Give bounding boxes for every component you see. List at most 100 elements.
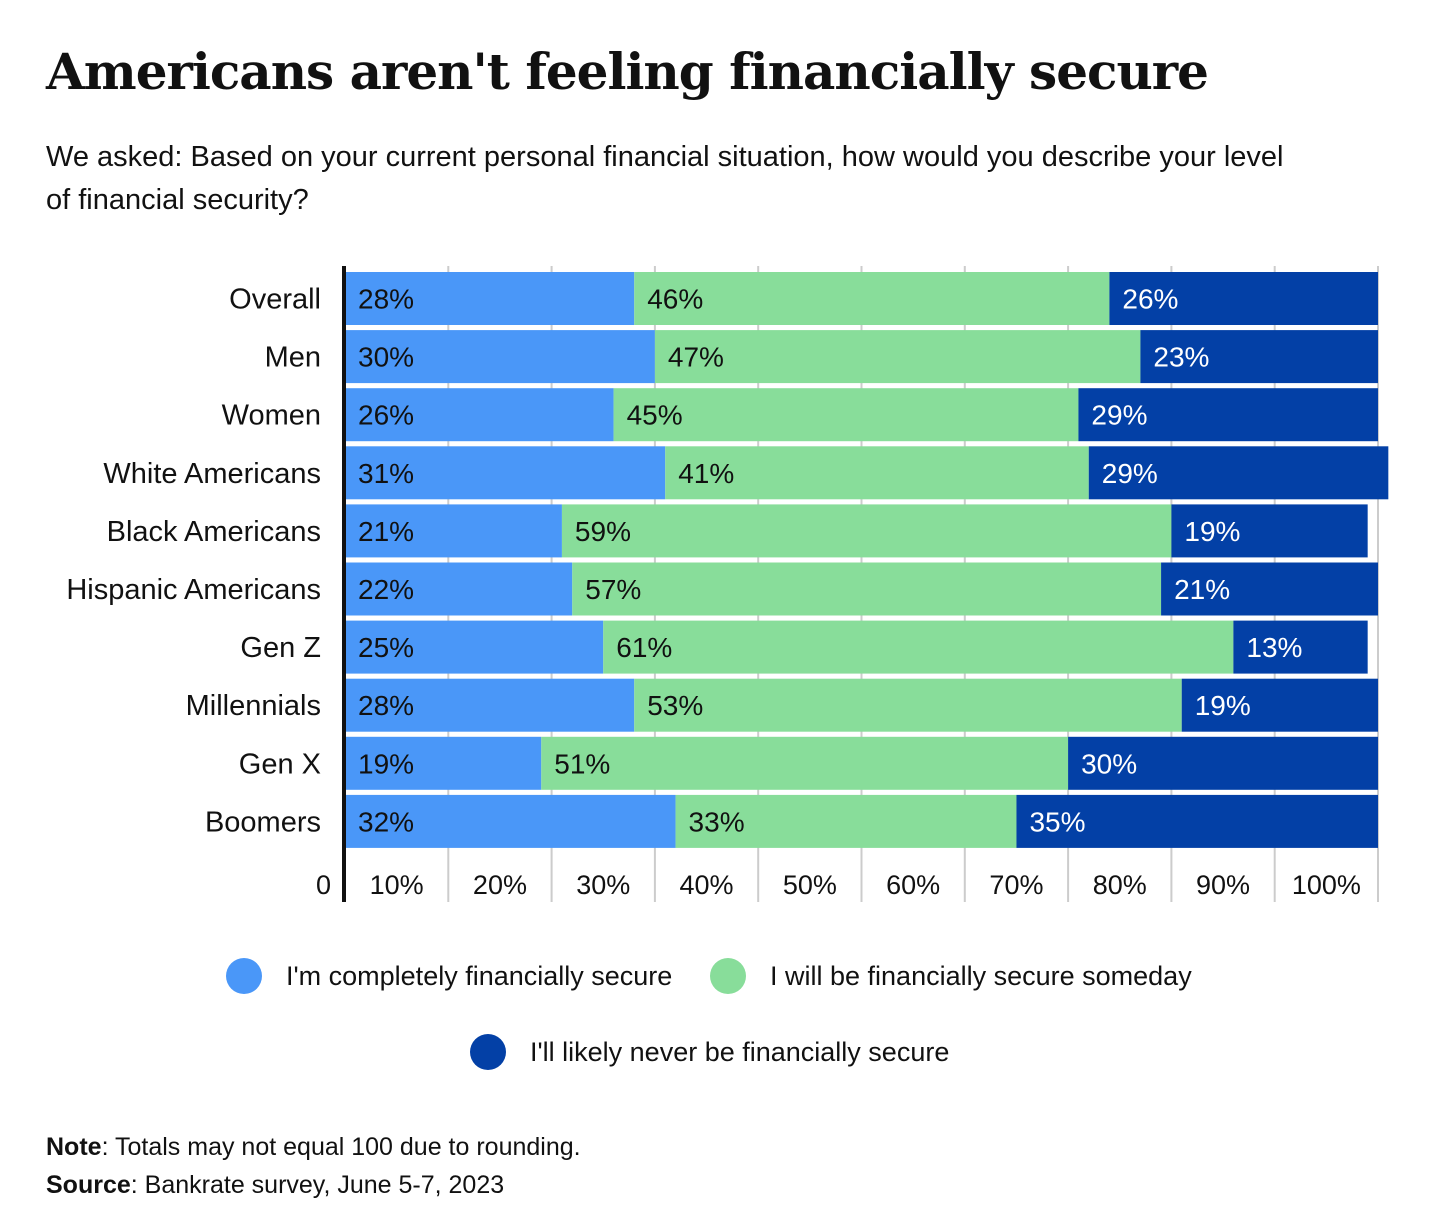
legend-item-completely-secure: I'm completely financially secure [226,958,672,994]
bar-women-someday [613,388,1079,442]
data-label: 47% [668,342,724,373]
data-label: 57% [585,574,641,605]
chart-title: Americans aren't feeling financially sec… [46,42,1209,101]
bar-millennials-someday [634,678,1182,732]
bar-hispanic-americans-someday [572,562,1162,616]
bar-men-someday [654,330,1141,384]
x-tick-label: 70% [989,870,1043,900]
chart-subtitle: We asked: Based on your current personal… [46,141,1284,216]
data-label: 32% [358,806,414,837]
legend-swatch-icon [226,958,262,994]
data-label: 25% [358,632,414,663]
legend-item-someday: I will be financially secure someday [710,958,1192,994]
data-label: 51% [554,748,610,779]
x-tick-label: 10% [370,870,424,900]
data-label: 61% [616,632,672,663]
x-tick-label: 40% [680,870,734,900]
category-label-overall: Overall [229,284,321,316]
data-label: 28% [358,284,414,315]
legend-item-never: I'll likely never be financially secure [470,1034,949,1070]
x-tick-label: 30% [576,870,630,900]
x-tick-label: 50% [783,870,837,900]
data-label: 35% [1029,806,1085,837]
note-text: : Totals may not equal 100 due to roundi… [101,1133,581,1161]
legend-swatch-icon [470,1034,506,1070]
bar-gen-x-completely-secure [345,736,542,790]
data-label: 19% [1195,690,1251,721]
data-label: 30% [358,342,414,373]
bar-labels: 28% 46% 26% 30% 47% 23% 26% 45% 29% 31% 41% 29% 21% 5… [358,284,1302,838]
bar-boomers-never [1016,794,1378,848]
legend-label: I'm completely financially secure [286,960,673,991]
data-label: 31% [358,458,414,489]
bar-gen-z-never [1233,620,1368,674]
data-label: 28% [358,690,414,721]
data-label: 33% [689,806,745,837]
source-label: Source [46,1171,131,1199]
data-label: 53% [647,690,703,721]
bars [345,272,1389,848]
data-label: 29% [1091,400,1147,431]
bar-overall-someday [634,272,1110,325]
x-tick-label: 90% [1196,870,1250,900]
bar-women-completely-secure [345,388,614,442]
x-tick-label: 100% [1292,870,1361,900]
data-label: 26% [1122,284,1178,315]
data-label: 21% [1174,574,1230,605]
category-label-black-americans: Black Americans [107,516,321,548]
category-label-gen-x: Gen X [239,748,321,780]
bar-white-americans-completely-secure [345,446,666,500]
note-label: Note [46,1133,102,1161]
x-tick-label: 80% [1093,870,1147,900]
bar-gen-z-someday [603,620,1234,674]
data-label: 19% [1184,516,1240,547]
bar-hispanic-americans-completely-secure [345,562,573,616]
category-label-boomers: Boomers [205,806,321,838]
legend-label: I will be financially secure someday [770,960,1192,991]
x-tick-label: 20% [473,870,527,900]
x-tick-label: 0 [316,870,331,900]
bar-gen-x-someday [541,736,1069,790]
source-line: Source: Bankrate survey, June 5-7, 2023 [46,1166,581,1204]
data-label: 23% [1153,342,1209,373]
bar-white-americans-someday [665,446,1089,500]
bar-gen-z-completely-secure [345,620,604,674]
stacked-bar-chart: 28% 46% 26% 30% 47% 23% 26% 45% 29% 31% 41% 29% 21% 5… [66,266,1389,902]
bar-men-never [1140,330,1378,384]
bar-black-americans-someday [561,504,1172,558]
bar-women-never [1078,388,1378,442]
data-label: 30% [1081,748,1137,779]
bar-black-americans-completely-secure [345,504,562,558]
bar-boomers-someday [675,794,1017,848]
bar-millennials-never [1181,678,1378,732]
data-label: 46% [647,284,703,315]
bar-boomers-completely-secure [345,794,676,848]
data-label: 22% [358,574,414,605]
data-label: 45% [627,400,683,431]
data-label: 29% [1102,458,1158,489]
bar-overall-completely-secure [345,272,635,325]
data-label: 26% [358,400,414,431]
bar-white-americans-never [1088,446,1389,500]
category-label-gen-z: Gen Z [240,632,321,664]
category-label-hispanic-americans: Hispanic Americans [66,574,321,606]
data-label: 41% [678,458,734,489]
note-line: Note: Totals may not equal 100 due to ro… [46,1128,581,1166]
data-label: 59% [575,516,631,547]
footnotes: Note: Totals may not equal 100 due to ro… [46,1128,581,1204]
axes: 0 10% 20% 30% 40% 50% 60% 70% 80% 90% 100% Overall M… [66,266,1361,902]
bar-hispanic-americans-never [1161,562,1378,616]
legend-swatch-icon [710,958,746,994]
category-label-women: Women [222,400,321,432]
bar-millennials-completely-secure [345,678,635,732]
category-label-men: Men [265,342,321,374]
legend-label: I'll likely never be financially secure [530,1036,950,1067]
category-label-white-americans: White Americans [103,458,321,490]
bar-gen-x-never [1068,736,1378,790]
bar-overall-never [1109,272,1378,325]
data-label: 19% [358,748,414,779]
bar-black-americans-never [1171,504,1368,558]
bar-men-completely-secure [345,330,655,384]
x-tick-label: 60% [886,870,940,900]
data-label: 21% [358,516,414,547]
